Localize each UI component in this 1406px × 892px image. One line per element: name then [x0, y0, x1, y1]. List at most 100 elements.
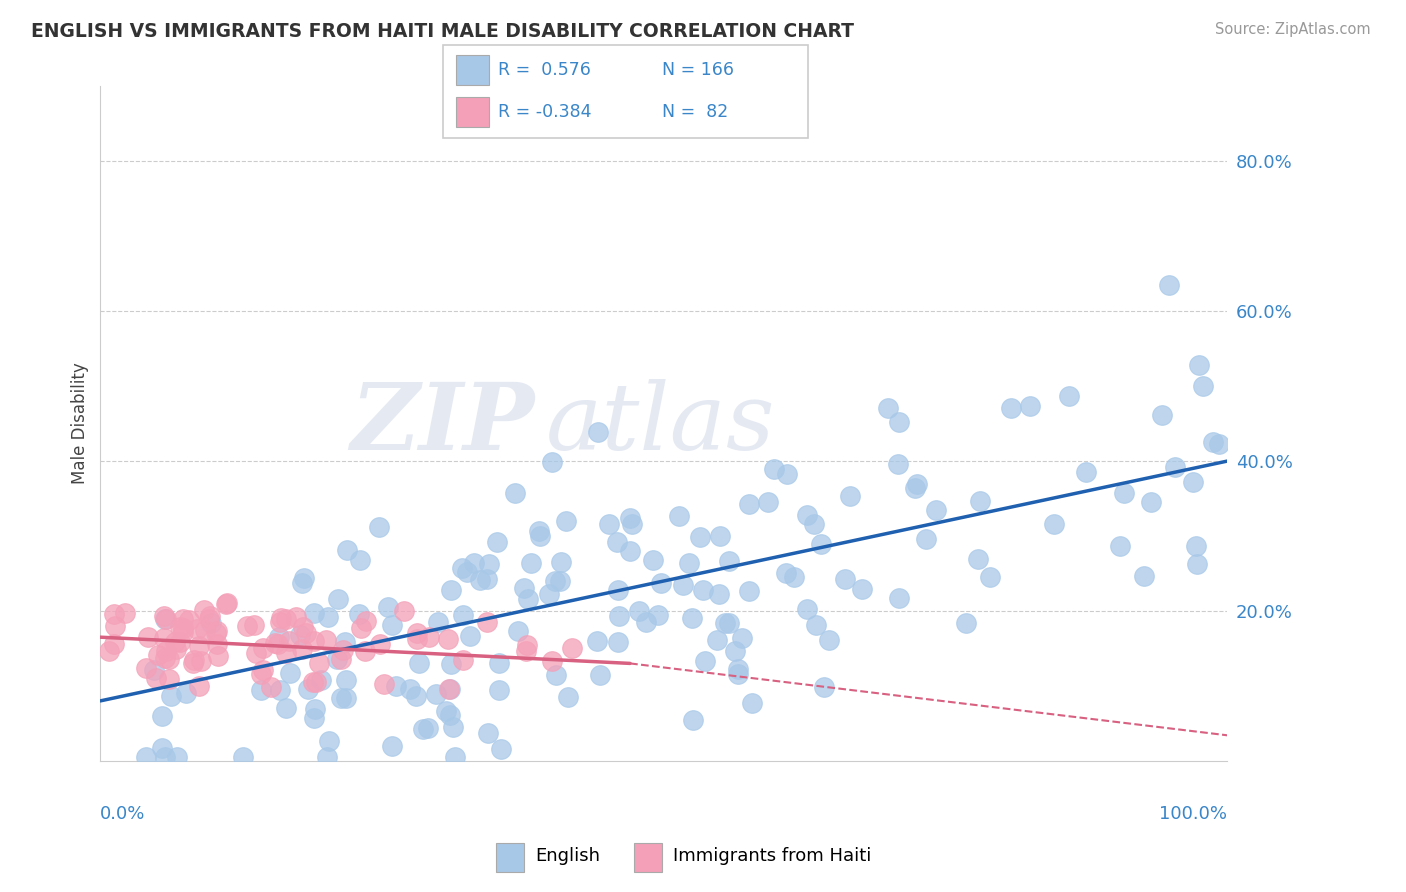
Point: [969, 493, 991, 508]
Point: [194, 623, 217, 637]
Point: [250, 683, 273, 698]
Point: [302, 674, 325, 689]
Point: [292, 620, 315, 634]
Bar: [456, 55, 489, 85]
Point: [463, 556, 485, 570]
Point: [249, 667, 271, 681]
Point: [1201, 435, 1223, 450]
Point: [187, 639, 209, 653]
Point: [103, 607, 125, 621]
Point: [834, 572, 856, 586]
Point: [488, 656, 510, 670]
Point: [193, 603, 215, 617]
Point: [508, 624, 530, 638]
Point: [470, 573, 492, 587]
Point: [907, 477, 929, 491]
Text: N =  82: N = 82: [662, 103, 728, 121]
Point: [150, 741, 173, 756]
Point: [437, 632, 460, 646]
Point: [183, 653, 205, 667]
Point: [198, 612, 221, 626]
Point: [217, 596, 239, 610]
Point: [477, 572, 499, 586]
Point: [839, 489, 862, 503]
Point: [621, 517, 644, 532]
Point: [486, 535, 509, 549]
Point: [803, 516, 825, 531]
Point: [260, 681, 283, 695]
Point: [165, 642, 187, 657]
Point: [804, 618, 827, 632]
Point: [692, 582, 714, 597]
Point: [291, 642, 314, 657]
Point: [172, 621, 194, 635]
Point: [392, 604, 415, 618]
Point: [146, 648, 169, 662]
Point: [1019, 399, 1042, 413]
Point: [458, 629, 481, 643]
Y-axis label: Male Disability: Male Disability: [72, 363, 89, 484]
Point: [304, 702, 326, 716]
Point: [335, 691, 357, 706]
Point: [166, 750, 188, 764]
Bar: [456, 97, 489, 127]
Point: [1159, 278, 1181, 293]
Point: [305, 675, 328, 690]
Point: [302, 606, 325, 620]
Text: ENGLISH VS IMMIGRANTS FROM HAITI MALE DISABILITY CORRELATION CHART: ENGLISH VS IMMIGRANTS FROM HAITI MALE DI…: [31, 22, 853, 41]
Point: [718, 554, 741, 568]
Text: ZIP: ZIP: [350, 378, 534, 468]
Point: [796, 602, 818, 616]
Bar: [634, 843, 662, 872]
Point: [405, 690, 427, 704]
Point: [544, 667, 567, 681]
Point: [294, 626, 316, 640]
Point: [439, 707, 461, 722]
Point: [186, 622, 208, 636]
Point: [451, 653, 474, 667]
Point: [444, 750, 467, 764]
Point: [1139, 494, 1161, 508]
Point: [775, 566, 797, 580]
Text: R =  0.576: R = 0.576: [498, 61, 591, 78]
Point: [347, 607, 370, 622]
Point: [810, 537, 832, 551]
Point: [308, 656, 330, 670]
Point: [756, 494, 779, 508]
Point: [190, 654, 212, 668]
Point: [537, 587, 560, 601]
Point: [198, 609, 221, 624]
Point: [332, 642, 354, 657]
Point: [541, 654, 564, 668]
Point: [145, 672, 167, 686]
Point: [607, 608, 630, 623]
Point: [668, 509, 690, 524]
Point: [288, 628, 311, 642]
Point: [555, 515, 578, 529]
Point: [155, 644, 177, 658]
Point: [174, 686, 197, 700]
Point: [264, 636, 287, 650]
Point: [104, 619, 127, 633]
Point: [267, 630, 290, 644]
Point: [333, 634, 356, 648]
Point: [336, 543, 359, 558]
Point: [274, 612, 297, 626]
Point: [412, 722, 434, 736]
Point: [232, 750, 254, 764]
Point: [904, 481, 927, 495]
Point: [1164, 460, 1187, 475]
Point: [550, 555, 572, 569]
Point: [153, 631, 176, 645]
Point: [598, 517, 620, 532]
Point: [160, 689, 183, 703]
Point: [142, 663, 165, 677]
Point: [172, 612, 194, 626]
Point: [354, 644, 377, 658]
Point: [606, 583, 628, 598]
Point: [516, 638, 538, 652]
Point: [488, 683, 510, 698]
Point: [368, 637, 391, 651]
Point: [434, 705, 457, 719]
Point: [955, 615, 977, 630]
